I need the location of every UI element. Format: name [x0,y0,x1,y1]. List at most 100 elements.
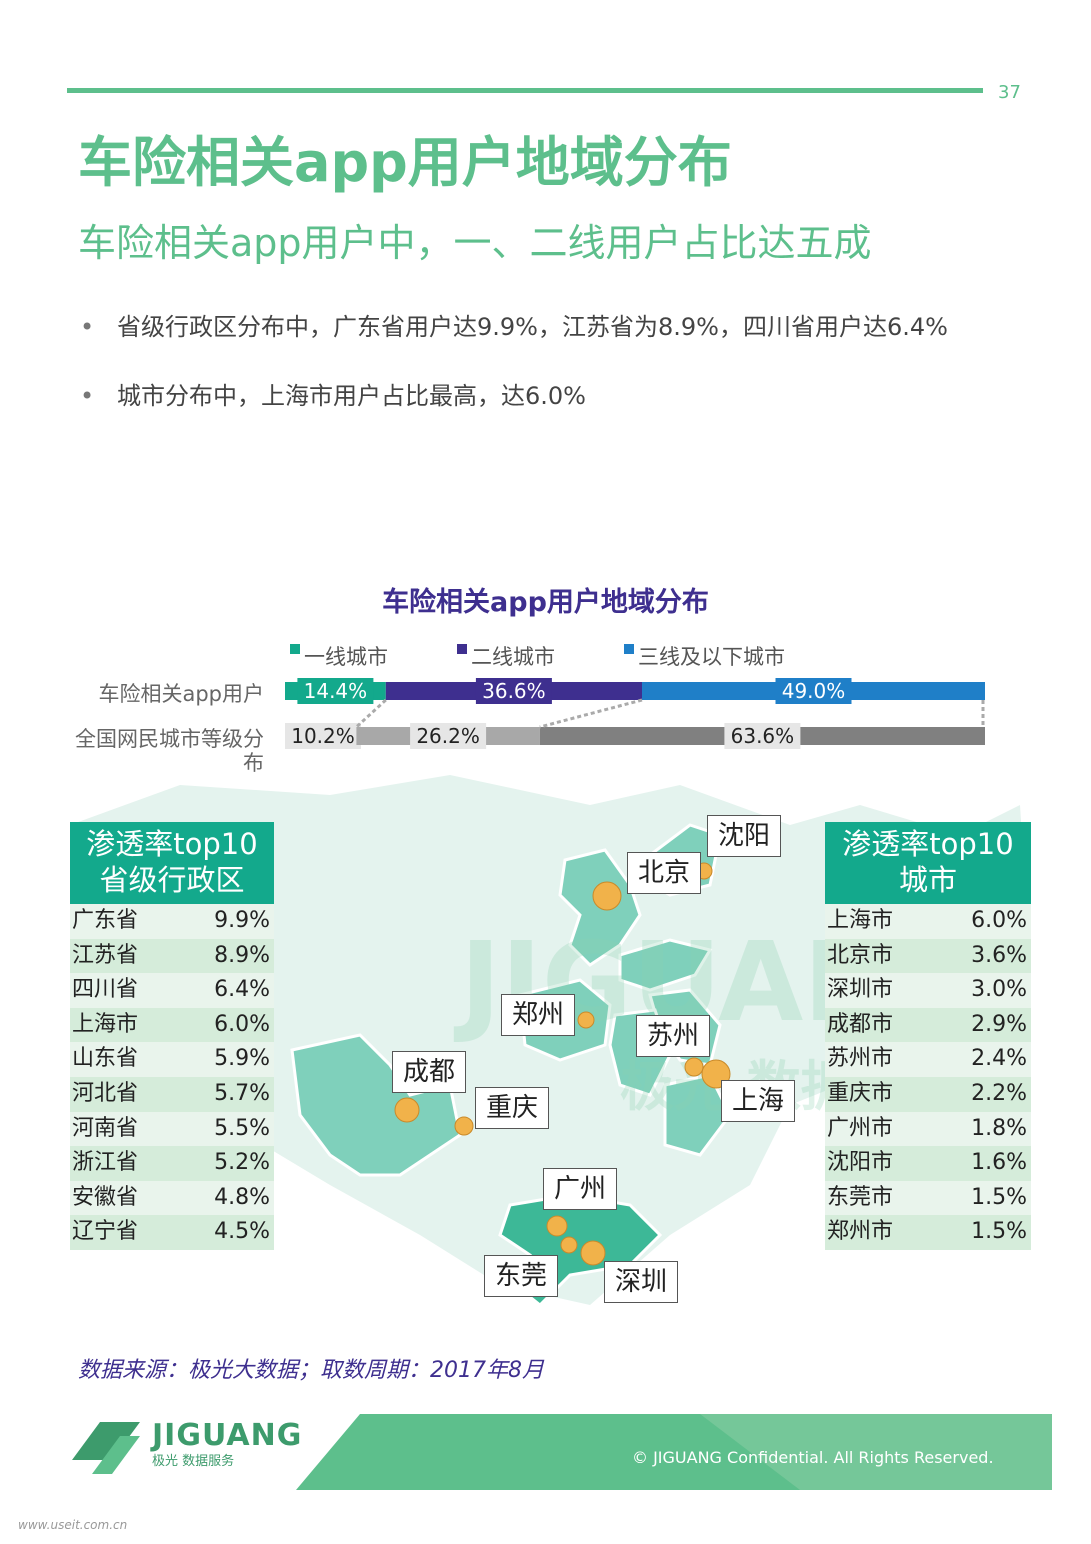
logo-subtitle: 极光 数据服务 [152,1454,235,1469]
page-subtitle: 车险相关app用户中，一、二线用户占比达五成 [78,221,872,265]
row-value: 1.5% [971,1219,1027,1245]
legend-item-tier2: 二线城市 [457,641,555,671]
row-name: 辽宁省 [72,1219,139,1245]
province-sichuan [290,1033,462,1177]
table-row: 北京市 3.6% [825,938,1031,974]
city-dot-guangzhou [546,1215,568,1237]
table-header-line: 省级行政区 [99,863,245,897]
data-source-note: 数据来源：极光大数据；取数周期：2017年8月 [78,1358,544,1383]
map-label-shanghai: 上海 [721,1080,796,1122]
bullet-dot: • [80,313,95,341]
province-shandong [618,938,713,992]
legend-swatch [624,644,634,654]
table-row: 沈阳市 1.6% [825,1146,1031,1181]
row-name: 北京市 [827,942,894,968]
row-name: 沈阳市 [827,1150,894,1176]
city-dot-chengdu [394,1097,420,1123]
row-value: 1.5% [971,1184,1027,1210]
bar-label-box [475,678,552,704]
city-dot-suzhou [684,1057,704,1077]
row-value: 8.9% [214,942,270,968]
site-watermark: www.useit.com.cn [18,1518,128,1532]
table-row: 广东省 9.9% [70,904,274,939]
table-row: 上海市 6.0% [825,904,1031,939]
header-rule [67,88,983,93]
row-value: 6.0% [971,908,1027,933]
table-header-line: 渗透率top10 [86,827,258,861]
row-name: 郑州市 [827,1219,894,1245]
table-row: 东莞市 1.5% [825,1180,1031,1216]
row-name: 重庆市 [827,1080,894,1106]
row-name: 四川省 [72,977,139,1003]
row-value: 1.8% [971,1115,1027,1141]
legend-item-tier1: 一线城市 [290,641,388,671]
table-row: 重庆市 2.2% [825,1076,1031,1112]
row-value: 5.9% [214,1046,270,1072]
table-row: 安徽省 4.8% [70,1180,274,1216]
table-row: 郑州市 1.5% [825,1215,1031,1250]
map-label-zhengzhou: 郑州 [501,994,576,1036]
table-row: 河北省 5.7% [70,1076,274,1112]
legend-swatch [290,644,300,654]
bar-data-label: 14.4% [304,679,368,703]
bar-connector [355,698,387,729]
city-dot-dongguan [560,1236,578,1254]
page-title: 车险相关app用户地域分布 [78,131,732,194]
row-value: 9.9% [214,908,270,933]
table-row: 广州市 1.8% [825,1111,1031,1147]
city-dot-zhengzhou [577,1011,595,1029]
table-header-line: 城市 [898,863,957,897]
row-name: 深圳市 [827,977,894,1003]
map-label-dongguan: 东莞 [484,1255,559,1297]
row-name: 山东省 [72,1046,139,1072]
row-value: 1.6% [971,1150,1027,1176]
map-label-shenzhen: 深圳 [604,1261,679,1303]
chart-title: 车险相关app用户地域分布 [382,587,709,618]
row-name: 广东省 [72,908,139,933]
bullet-text: 城市分布中，上海市用户占比最高，达6.0% [117,382,586,410]
map-label-chengdu: 成都 [392,1051,467,1093]
legend-label: 三线及以下城市 [638,645,785,669]
table-row: 辽宁省 4.5% [70,1215,274,1250]
map-label-chongqing: 重庆 [475,1087,550,1129]
map-label-beijing: 北京 [627,852,702,894]
bar-category-label: 车险相关app用户 [98,682,264,706]
row-value: 6.4% [214,977,270,1003]
table-row: 四川省 6.4% [70,973,274,1008]
row-name: 河南省 [72,1115,139,1141]
footer-banner [72,1414,1052,1490]
bar-data-label: 10.2% [291,724,355,748]
row-value: 5.2% [214,1150,270,1176]
row-value: 4.8% [214,1184,270,1210]
logo-mark [72,1422,140,1474]
bar-data-label: 49.0% [782,679,846,703]
table-header: 渗透率top10 城市 [825,822,1031,904]
map-label-shenyang: 沈阳 [707,815,782,857]
city-dot-chongqing [454,1116,474,1136]
bar-data-label: 26.2% [416,724,480,748]
bar-data-label: 63.6% [731,724,795,748]
table-row: 深圳市 3.0% [825,973,1031,1008]
legend-label: 二线城市 [471,645,555,669]
row-value: 2.9% [971,1011,1027,1037]
table-row: 山东省 5.9% [70,1042,274,1077]
row-value: 2.4% [971,1046,1027,1072]
row-value: 3.0% [971,977,1027,1003]
row-value: 3.6% [971,942,1027,968]
bar-label-box [410,723,487,749]
legend-swatch [457,644,467,654]
row-name: 河北省 [72,1080,139,1106]
bar-label-box [724,723,801,749]
row-name: 东莞市 [827,1184,894,1210]
province-top10-table: 渗透率top10 省级行政区 广东省 9.9% 江苏省 8.9% 四川省 6.4% 上… [70,822,274,1250]
row-name: 上海市 [72,1011,139,1037]
row-name: 成都市 [827,1011,894,1037]
footer-band-light [700,1414,1052,1490]
row-name: 广州市 [827,1115,894,1141]
table-row: 浙江省 5.2% [70,1146,274,1181]
copyright-notice: © JIGUANG Confidential. All Rights Reser… [632,1448,994,1467]
map-label-suzhou: 苏州 [636,1015,711,1057]
city-dot-shenzhen [580,1240,606,1266]
bar-category-label: 全国网民城市等级分布 [75,727,264,775]
row-name: 苏州市 [827,1046,894,1072]
